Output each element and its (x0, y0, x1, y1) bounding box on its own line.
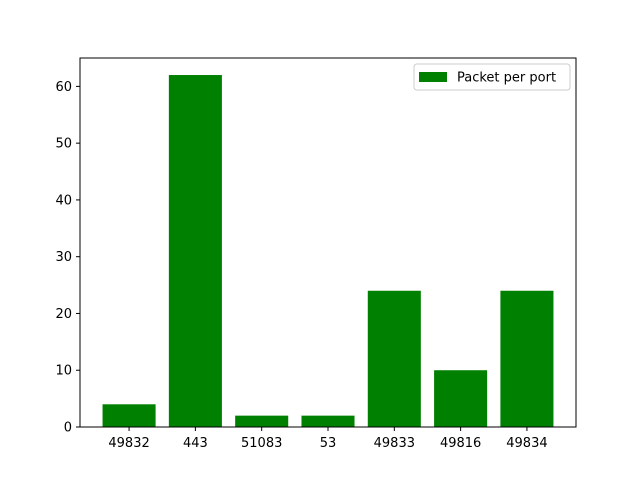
x-tick-label: 49816 (440, 436, 481, 451)
legend-swatch (419, 72, 447, 82)
y-tick-label: 60 (55, 80, 72, 95)
x-tick-label: 49833 (374, 436, 415, 451)
bar-443 (168, 75, 222, 428)
bar-53 (301, 415, 355, 427)
bar-49816 (434, 370, 488, 427)
bar-49833 (367, 290, 421, 427)
y-tick-label: 40 (55, 193, 72, 208)
legend: Packet per port (413, 63, 571, 91)
bar-51083 (235, 415, 289, 427)
y-axis-ticks: 0 10 20 30 40 50 60 (55, 80, 80, 436)
y-tick-label: 0 (64, 421, 72, 436)
x-tick-label: 49834 (506, 436, 547, 451)
bar-49832 (102, 404, 156, 427)
y-tick-label: 10 (55, 364, 72, 379)
x-tick-label: 53 (320, 436, 337, 451)
y-tick-label: 30 (55, 250, 72, 265)
y-tick-label: 50 (55, 137, 72, 152)
x-axis-ticks: 49832 443 51083 53 49833 49816 49834 (108, 427, 548, 451)
bars-group (102, 75, 554, 428)
x-tick-label: 443 (183, 436, 208, 451)
x-tick-label: 49832 (108, 436, 149, 451)
plot-frame (79, 57, 577, 428)
legend-label: Packet per port (457, 71, 556, 86)
bar-49834 (500, 290, 554, 427)
x-tick-label: 51083 (241, 436, 282, 451)
y-tick-label: 20 (55, 307, 72, 322)
legend-box (413, 63, 571, 91)
